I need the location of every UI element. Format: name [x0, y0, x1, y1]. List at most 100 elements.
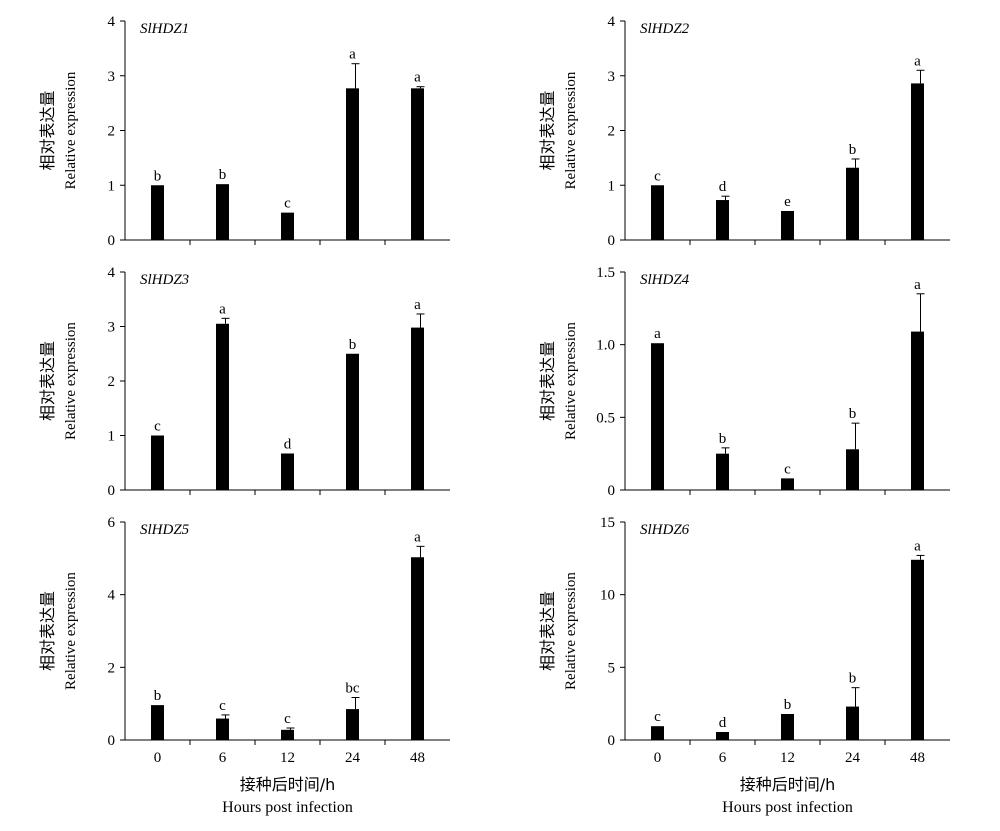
bar-0h [151, 435, 164, 490]
significance-letter: b [784, 697, 792, 713]
y-axis-label-cn: 相对表达量 [538, 90, 557, 170]
bar-0h [151, 705, 164, 740]
significance-letter: a [914, 538, 921, 554]
y-tick-label: 3 [108, 69, 116, 85]
y-tick-label: 4 [608, 14, 616, 30]
y-axis-label-en: Relative expression [63, 322, 79, 440]
bar-6h [216, 718, 229, 740]
y-axis-label-cn: 相对表达量 [38, 341, 57, 421]
significance-letter: c [654, 709, 661, 725]
gene-title: SlHDZ2 [640, 21, 690, 37]
y-tick-label: 0 [108, 483, 116, 499]
significance-letter: c [219, 698, 226, 714]
significance-letter: d [719, 715, 727, 731]
x-tick-label: 6 [719, 750, 727, 766]
y-axis-label-cn: 相对表达量 [538, 341, 557, 421]
y-tick-label: 1.5 [596, 265, 615, 281]
y-tick-label: 0.5 [596, 410, 615, 426]
bar-12h [781, 713, 794, 740]
x-axis-label-en: Hours post infection [722, 799, 853, 816]
bar-0h [651, 726, 664, 740]
significance-letter: a [914, 53, 921, 69]
y-axis-label-en: Relative expression [563, 322, 579, 440]
significance-letter: c [654, 168, 661, 184]
significance-letter: b [849, 142, 857, 158]
x-tick-label: 0 [154, 750, 162, 766]
y-axis-label-cn: 相对表达量 [538, 591, 557, 671]
x-axis-label-en: Hours post infection [222, 799, 353, 816]
bar-24h [846, 167, 859, 240]
bar-24h [846, 449, 859, 490]
significance-letter: a [414, 70, 421, 86]
significance-letter: c [784, 461, 791, 477]
y-tick-label: 1 [608, 178, 616, 194]
bar-6h [716, 453, 729, 490]
bar-0h [151, 185, 164, 240]
bar-12h [281, 453, 294, 490]
gene-title: SlHDZ5 [140, 522, 190, 538]
x-tick-label: 24 [345, 750, 361, 766]
significance-letter: c [284, 196, 291, 212]
bar-48h [411, 327, 424, 490]
significance-letter: b [719, 431, 727, 447]
significance-letter: a [219, 301, 226, 317]
significance-letter: e [784, 194, 791, 210]
significance-letter: b [154, 688, 162, 704]
bar-6h [216, 184, 229, 240]
significance-letter: b [349, 337, 357, 353]
bar-6h [716, 200, 729, 240]
y-axis-label-en: Relative expression [563, 572, 579, 690]
significance-letter: d [284, 436, 292, 452]
bar-48h [911, 83, 924, 240]
bar-24h [346, 709, 359, 740]
significance-letter: bc [345, 680, 360, 696]
y-tick-label: 2 [108, 124, 116, 140]
y-tick-label: 4 [108, 14, 116, 30]
y-tick-label: 0 [108, 233, 116, 249]
significance-letter: b [154, 168, 162, 184]
significance-letter: d [719, 179, 727, 195]
significance-letter: b [219, 167, 227, 183]
gene-title: SlHDZ6 [640, 522, 690, 538]
y-axis-label-cn: 相对表达量 [38, 90, 57, 170]
x-tick-label: 12 [780, 750, 795, 766]
bar-12h [281, 729, 294, 740]
y-tick-label: 1.0 [596, 338, 615, 354]
y-tick-label: 4 [108, 265, 116, 281]
chart-panel-1: 0 1 2 3 4 SlHDZ1 b b c a a 相对表达量 Relative expression [38, 14, 450, 249]
bar-6h [716, 732, 729, 740]
significance-letter: a [414, 529, 421, 545]
y-tick-label: 10 [600, 588, 615, 604]
y-tick-label: 6 [108, 515, 116, 531]
bar-24h [346, 353, 359, 490]
chart-panel-4: 0 0.5 1.0 1.5 SlHDZ4 a b c b a 相对表达量 Relative expre… [538, 265, 950, 499]
significance-letter: b [849, 671, 857, 687]
y-tick-label: 3 [608, 69, 616, 85]
bar-12h [281, 212, 294, 240]
y-tick-label: 5 [608, 660, 616, 676]
bar-12h [781, 210, 794, 240]
y-tick-label: 0 [608, 733, 616, 749]
y-axis-label-cn: 相对表达量 [38, 591, 57, 671]
gene-title: SlHDZ1 [140, 21, 189, 37]
x-tick-label: 48 [410, 750, 425, 766]
bar-24h [346, 88, 359, 240]
gene-title: SlHDZ4 [640, 272, 690, 288]
bar-0h [651, 343, 664, 490]
y-tick-label: 2 [108, 660, 116, 676]
y-axis-label-en: Relative expression [63, 572, 79, 690]
significance-letter: c [284, 711, 291, 727]
significance-letter: c [154, 419, 161, 435]
y-tick-label: 2 [108, 374, 116, 390]
x-axis-label-cn: 接种后时间/h [740, 775, 836, 794]
x-tick-label: 48 [910, 750, 925, 766]
significance-letter: a [654, 326, 661, 342]
y-tick-label: 2 [608, 124, 616, 140]
y-tick-label: 4 [108, 588, 116, 604]
y-axis-label-en: Relative expression [63, 71, 79, 189]
significance-letter: a [414, 297, 421, 313]
chart-panel-3: 0 1 2 3 4 SlHDZ3 c a d b a 相对表达量 Relative expression [38, 265, 450, 499]
bar-0h [651, 185, 664, 240]
